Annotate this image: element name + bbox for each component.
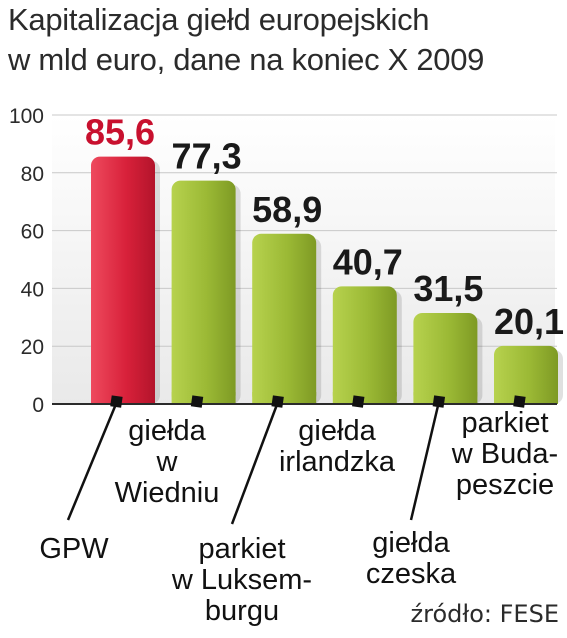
- source-note: źródło: FESE: [410, 600, 559, 628]
- value-label: 58,9: [252, 189, 322, 230]
- category-label: giełda: [298, 415, 376, 447]
- bar-base: [91, 392, 155, 404]
- category-label: GPW: [39, 533, 109, 565]
- y-tick-label: 20: [21, 336, 44, 359]
- category-marker: [432, 395, 446, 408]
- category-marker: [110, 395, 123, 408]
- value-label: 85,6: [85, 112, 155, 153]
- value-label: 77,3: [172, 136, 242, 177]
- bar: [413, 312, 478, 404]
- category-leader-line: [230, 403, 279, 525]
- category-label: irlandzka: [279, 446, 396, 478]
- y-tick-label: 0: [32, 394, 44, 417]
- bar-base: [494, 392, 558, 404]
- bar: [494, 345, 558, 404]
- category-marker: [513, 395, 526, 408]
- category-leaders: [66, 395, 526, 525]
- y-tick-label: 100: [9, 105, 44, 128]
- bar: [252, 233, 317, 404]
- category-label: czeska: [366, 558, 457, 590]
- category-leader-line: [409, 403, 440, 521]
- bar-base: [171, 392, 236, 404]
- category-label: w: [156, 446, 179, 478]
- bar: [91, 156, 155, 404]
- value-label: 40,7: [333, 241, 403, 282]
- value-labels: 85,6 77,358,9 40,731,5 20,1: [85, 112, 564, 342]
- bar-base: [413, 392, 478, 404]
- bar: [171, 180, 236, 404]
- category-label: parkiet: [198, 533, 285, 565]
- category-leader-line: [66, 403, 118, 521]
- value-label: 20,1: [494, 301, 564, 342]
- category-label: w Buda-: [451, 438, 558, 470]
- chart-title-line-2: w mld euro, dane na koniec X 2009: [8, 42, 485, 77]
- category-marker: [352, 395, 365, 408]
- category-label: giełda: [128, 415, 206, 447]
- value-label: 31,5: [413, 268, 483, 309]
- category-marker: [190, 395, 204, 408]
- y-tick-label: 80: [21, 163, 44, 186]
- bar-base: [332, 392, 397, 404]
- bars: [60, 156, 563, 404]
- category-label: burgu: [205, 595, 279, 627]
- y-tick-label: 60: [21, 221, 44, 244]
- y-tick-label: 40: [21, 278, 44, 301]
- chart-title-line-1: Kapitalizacja giełd europejskich: [8, 2, 430, 37]
- category-label: giełda: [372, 527, 450, 559]
- chart-title: Kapitalizacja giełd europejskich w mld e…: [8, 0, 564, 80]
- category-label: w Luksem-: [171, 564, 312, 596]
- bar: [332, 286, 397, 404]
- category-label: parkiet: [461, 407, 548, 439]
- category-marker: [271, 395, 284, 408]
- category-label: peszcie: [456, 469, 554, 501]
- category-label: Wiedniu: [115, 477, 220, 509]
- bar-extension: [60, 177, 91, 404]
- bar-base: [252, 392, 317, 404]
- y-axis-ticks: 0 20 40 60 80 100: [9, 105, 44, 417]
